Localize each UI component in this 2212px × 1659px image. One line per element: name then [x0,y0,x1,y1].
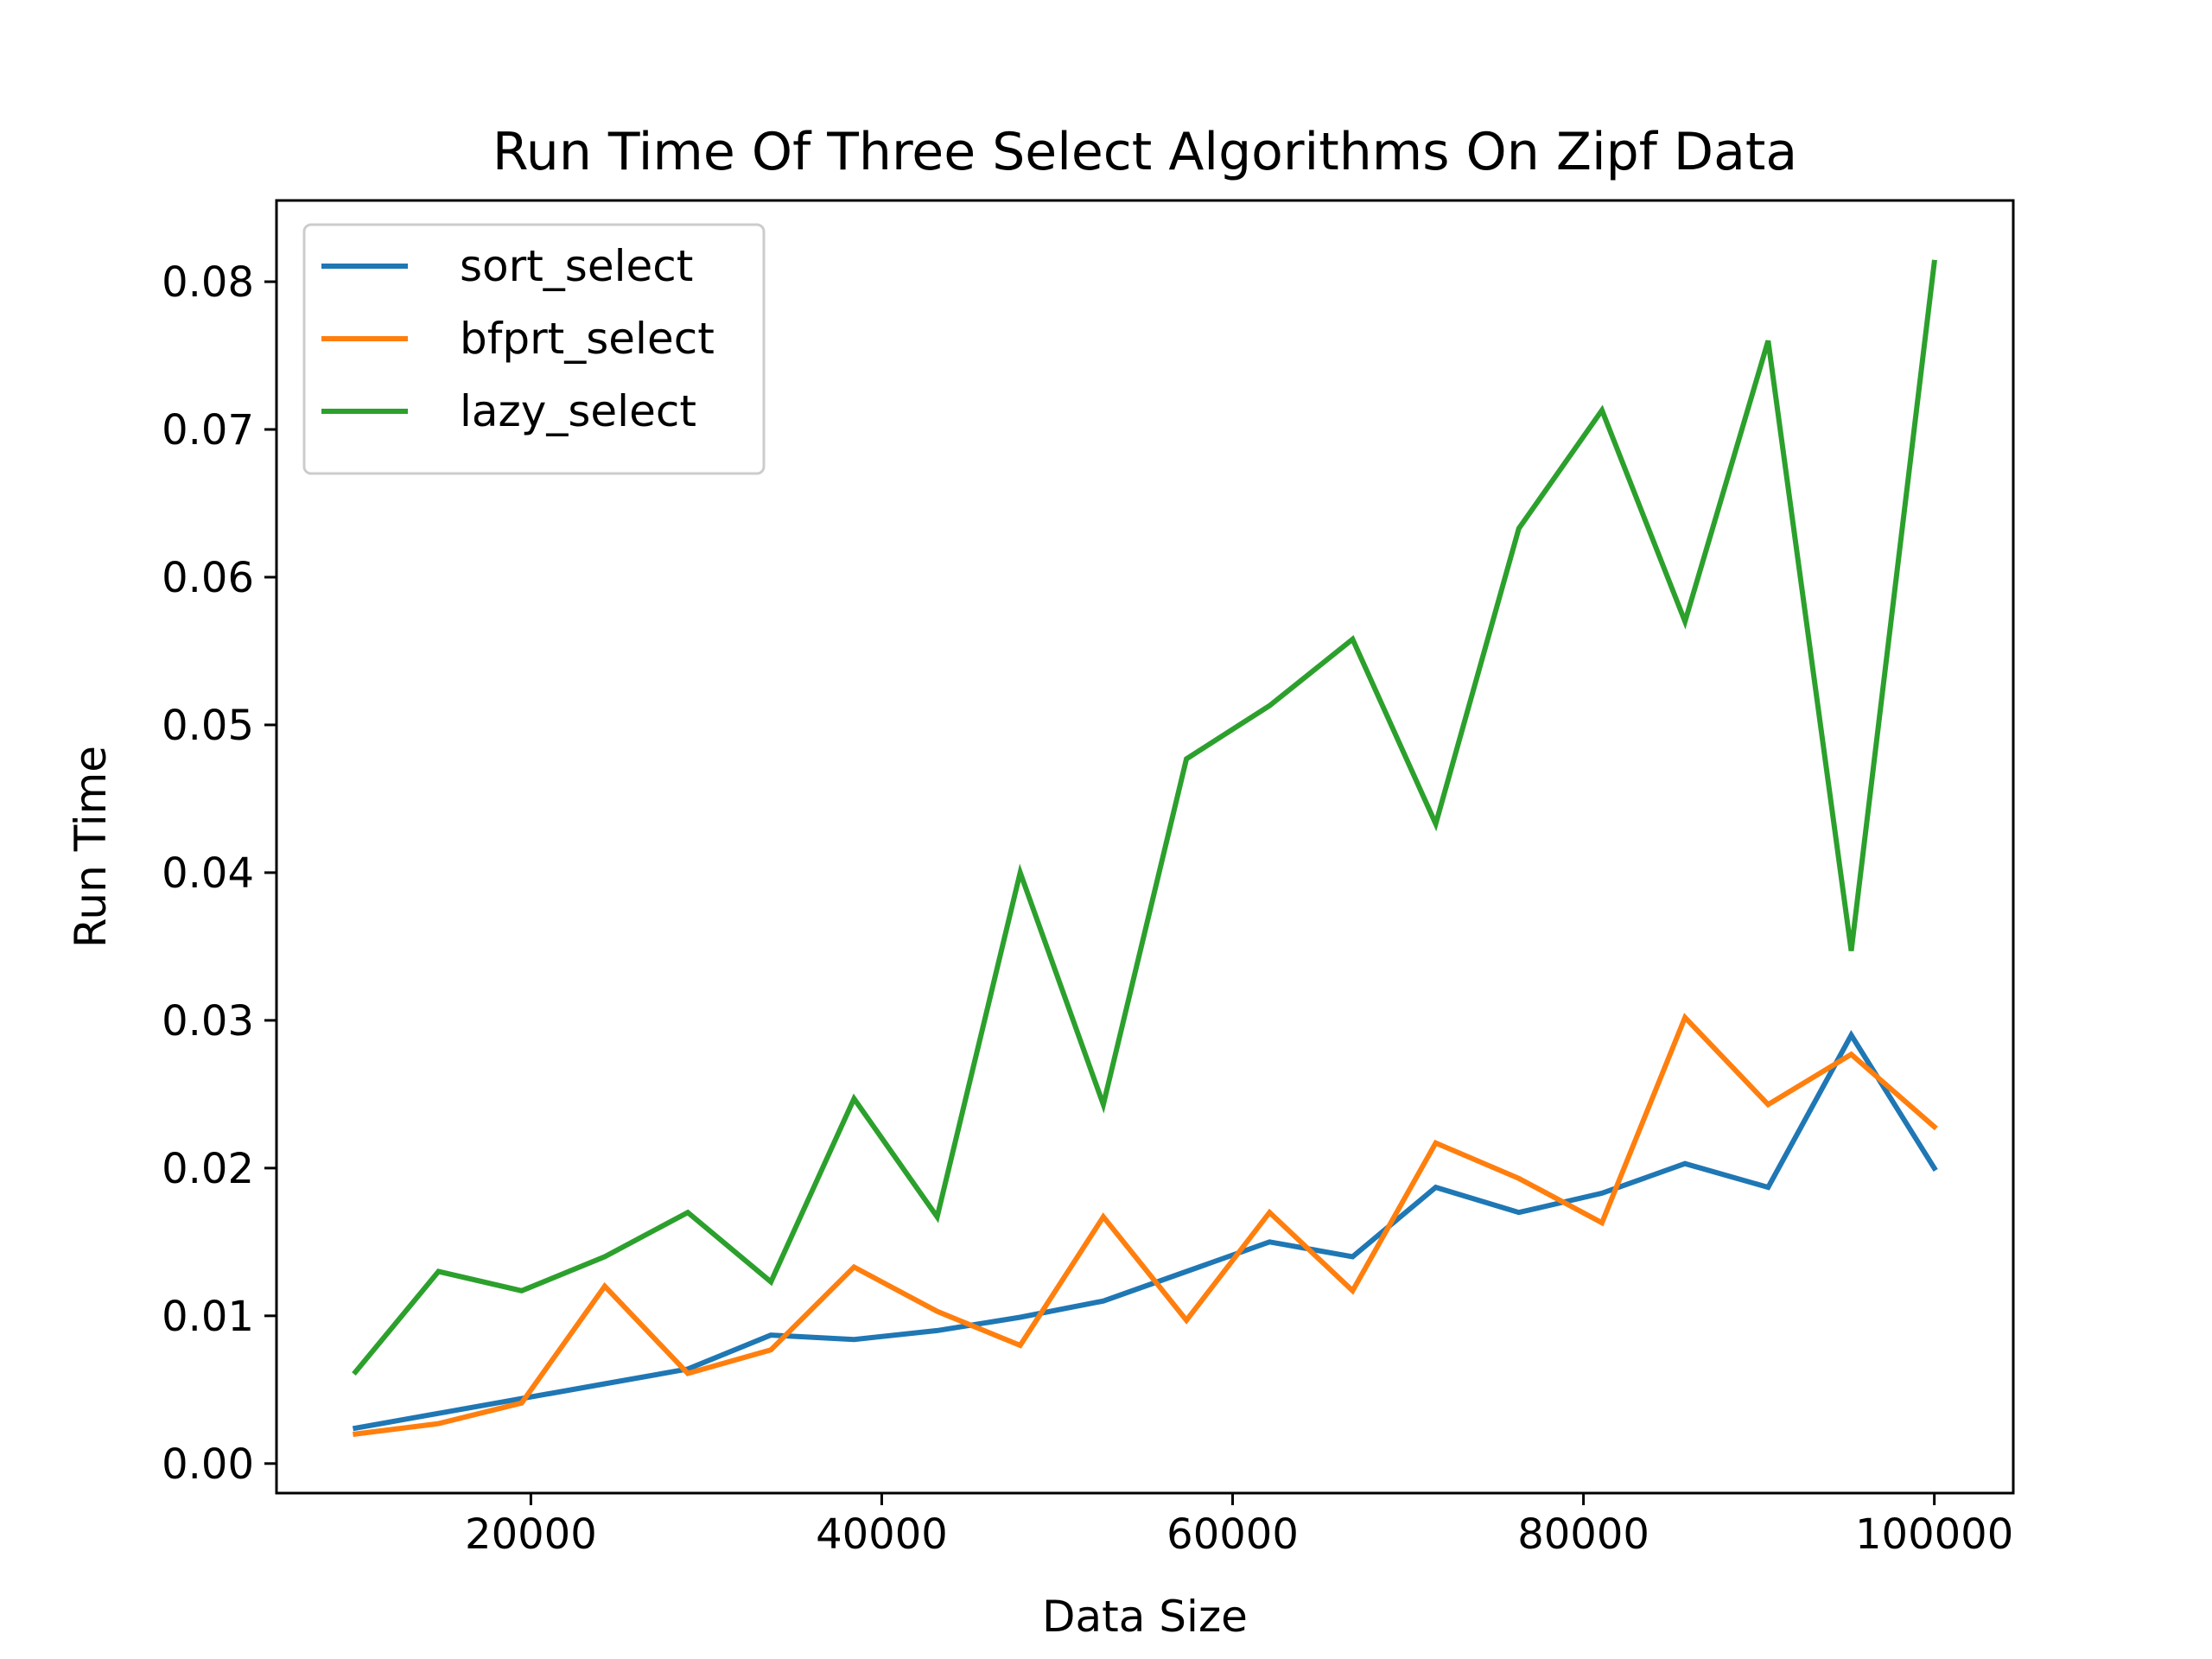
y-tick-label: 0.04 [162,849,254,898]
series-line-bfprt_select [353,1013,1938,1437]
series-layer [352,259,1938,1437]
y-tick-label: 0.00 [162,1440,254,1489]
y-tick-label: 0.08 [162,258,254,307]
y-tick-label: 0.01 [162,1293,254,1341]
legend-label-lazy_select: lazy_select [460,386,696,436]
x-axis: 20000 40000 60000 80000 100000 [465,1493,2013,1559]
x-tick-label: 100000 [1855,1510,2013,1559]
y-tick-label: 0.05 [162,702,254,750]
x-tick-label: 80000 [1517,1510,1649,1559]
chart-title: Run Time Of Three Select Algorithms On Z… [493,122,1797,182]
y-axis: 0.00 0.01 0.02 0.03 0.04 0.05 0.06 0.07 0.08 [162,258,276,1489]
x-tick-label: 60000 [1166,1510,1299,1559]
y-tick-label: 0.02 [162,1145,254,1193]
legend-label-sort_select: sort_select [460,241,693,291]
x-tick-label: 40000 [816,1510,948,1559]
y-tick-label: 0.03 [162,997,254,1046]
y-axis-title: Run Time [66,746,116,948]
x-axis-title: Data Size [1042,1592,1248,1642]
x-tick-label: 20000 [465,1510,597,1559]
legend-label-bfprt_select: bfprt_select [460,314,715,364]
series-line-lazy_select [352,259,1937,1376]
y-tick-label: 0.07 [162,406,254,454]
y-tick-label: 0.06 [162,554,254,602]
plot-frame [275,199,2015,1495]
legend-box [302,223,766,475]
series-line-sort_select [352,1030,1938,1432]
legend: sort_select bfprt_select lazy_select [302,223,766,475]
